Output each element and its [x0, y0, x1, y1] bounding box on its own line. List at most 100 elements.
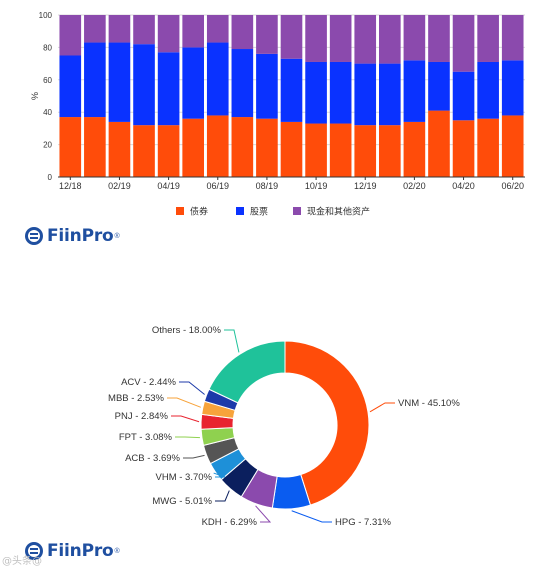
bar-segment-bonds — [133, 125, 155, 177]
legend-swatch — [236, 207, 244, 215]
bar-segment-cash-other — [231, 15, 254, 50]
bar-segment-stocks — [280, 58, 303, 122]
donut-slice-label: Others - 18.00% — [152, 325, 222, 336]
leader-line — [179, 381, 205, 395]
donut-slice-others — [208, 340, 286, 404]
legend-swatch — [293, 207, 301, 215]
bar-segment-cash-other — [403, 15, 426, 61]
bar-segment-bonds — [256, 118, 278, 177]
bar-segment-stocks — [182, 47, 204, 119]
bar-segment-bonds — [403, 121, 426, 177]
leader-line — [213, 472, 226, 478]
donut-slice-label: FPT - 3.08% — [119, 432, 173, 443]
bar-segment-stocks — [501, 60, 524, 116]
x-tick-label: 06/19 — [206, 181, 229, 191]
bar-segment-cash-other — [501, 15, 524, 61]
bar-segment-bonds — [59, 117, 82, 177]
bar-segment-stocks — [305, 61, 327, 124]
legend-label[interactable]: 现金和其他资产 — [307, 206, 370, 218]
x-tick-label: 02/20 — [403, 181, 426, 191]
bar-segment-bonds — [477, 118, 499, 177]
bar-segment-bonds — [329, 123, 352, 177]
bar-segment-cash-other — [182, 15, 204, 48]
bar-segment-cash-other — [256, 15, 278, 54]
donut-slice-label: KDH - 6.29% — [202, 517, 258, 528]
bar-segment-cash-other — [280, 15, 303, 59]
bar-segment-stocks — [354, 63, 377, 126]
bar-segment-cash-other — [354, 15, 377, 64]
legend-swatch — [176, 207, 184, 215]
bar-segment-stocks — [133, 44, 155, 126]
donut-slice-label: HPG - 7.31% — [335, 517, 392, 528]
donut-slice-label: ACB - 3.69% — [125, 453, 180, 464]
bar-segment-bonds — [108, 121, 131, 177]
leader-line — [224, 329, 240, 353]
bar-segment-stocks — [477, 61, 499, 119]
bar-segment-cash-other — [329, 15, 352, 62]
legend-label[interactable]: 债券 — [190, 206, 208, 218]
bar-segment-cash-other — [133, 15, 155, 45]
bar-segment-cash-other — [428, 15, 450, 62]
donut-slice-label: PNJ - 2.84% — [115, 411, 169, 422]
leader-line — [255, 505, 272, 523]
bar-segment-bonds — [305, 123, 327, 177]
x-tick-label: 08/19 — [256, 181, 279, 191]
bar-segment-bonds — [206, 115, 229, 177]
x-tick-label: 02/19 — [108, 181, 131, 191]
bar-segment-stocks — [108, 42, 131, 122]
bar-segment-stocks — [231, 49, 254, 118]
bar-segment-cash-other — [108, 15, 131, 43]
bar-segment-cash-other — [157, 15, 180, 53]
bar-segment-stocks — [428, 61, 450, 111]
legend-label[interactable]: 股票 — [250, 207, 268, 218]
logo-text: FiinPro — [47, 226, 114, 246]
x-tick-label: 12/18 — [59, 181, 82, 191]
leader-line — [183, 454, 205, 459]
donut-chart: VNM - 45.10% HPG - 7.31% KDH - 6.29% MWG - … — [108, 325, 460, 528]
bar-segment-bonds — [452, 120, 475, 177]
bar-segment-cash-other — [59, 15, 82, 56]
fiinpro-logo-bottom: FiinPro ® — [24, 541, 120, 561]
logo-registered-mark: ® — [114, 232, 120, 240]
bar-segment-stocks — [256, 53, 278, 119]
donut-slice-label: VNM - 45.10% — [398, 398, 460, 409]
bar-segment-bonds — [157, 125, 180, 177]
y-tick-label: 0 — [48, 173, 53, 182]
x-tick-label: 04/20 — [452, 181, 475, 191]
donut-slice-label: VHM - 3.70% — [156, 472, 213, 483]
y-tick-label: 40 — [43, 108, 52, 117]
y-tick-label: 100 — [39, 11, 53, 20]
y-tick-label: 80 — [43, 43, 52, 52]
x-tick-label: 12/19 — [354, 181, 377, 191]
fiinpro-logo-icon — [25, 227, 43, 245]
donut-slice-label: MWG - 5.01% — [152, 496, 212, 507]
fiinpro-logo-icon — [25, 542, 43, 560]
bar-segment-bonds — [501, 115, 524, 177]
bar-segment-stocks — [452, 71, 475, 121]
bar-segment-bonds — [84, 117, 106, 177]
bar-segment-stocks — [379, 63, 401, 126]
leader-line — [171, 415, 200, 423]
bar-segment-bonds — [182, 118, 204, 177]
bar-segment-cash-other — [206, 15, 229, 43]
leader-line — [175, 436, 200, 439]
fiinpro-logo-top: FiinPro ® — [24, 226, 120, 246]
x-tick-label: 10/19 — [305, 181, 328, 191]
bar-segment-cash-other — [84, 15, 106, 43]
bar-segment-bonds — [354, 125, 377, 177]
bar-segment-stocks — [403, 60, 426, 122]
bar-segment-bonds — [379, 125, 401, 177]
watermark-text: @头条@ — [2, 556, 42, 567]
leader-line — [167, 397, 202, 408]
bar-segment-stocks — [206, 42, 229, 116]
y-tick-label: 60 — [43, 76, 52, 85]
stacked-bar-chart: 0 20 40 60 80 100% 12/18 02/19 04/19 06/19 08/19 10… — [30, 11, 525, 218]
logo-text: FiinPro — [47, 541, 114, 561]
y-axis-label: % — [30, 92, 40, 100]
bar-segment-bonds — [280, 121, 303, 177]
donut-slice-label: ACV - 2.44% — [121, 377, 176, 388]
donut-slice-vnm — [284, 340, 370, 506]
bar-segment-bonds — [428, 110, 450, 177]
bar-segment-cash-other — [452, 15, 475, 72]
bar-segment-stocks — [84, 42, 106, 118]
